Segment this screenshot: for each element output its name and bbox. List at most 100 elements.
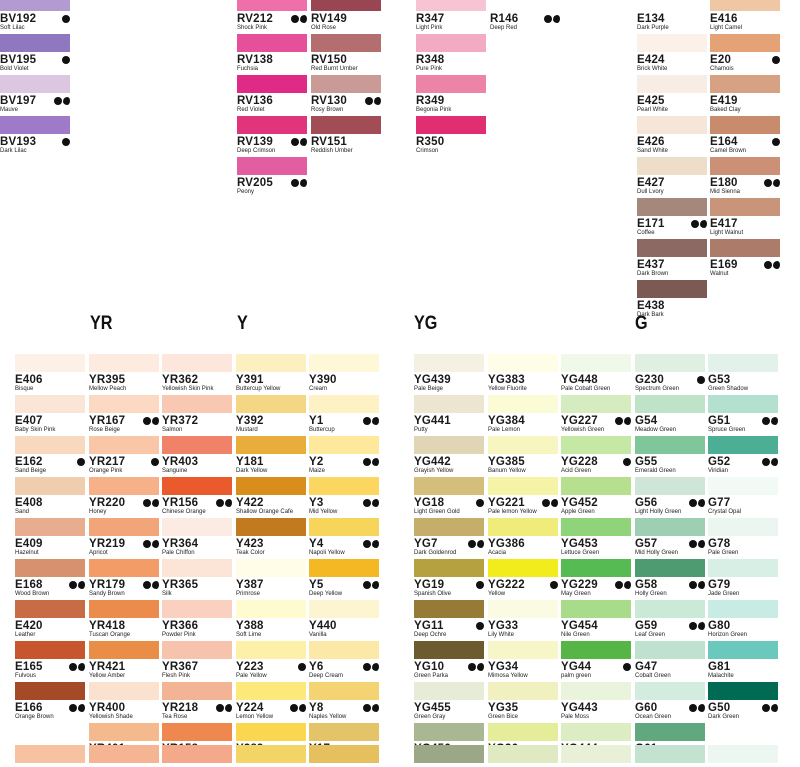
brush-nib-icon (152, 540, 159, 548)
color-chip (15, 518, 85, 536)
swatch-name: Mustard (236, 427, 258, 433)
brush-nib-icon (698, 499, 705, 507)
fine-nib-icon (476, 499, 484, 507)
swatch-name: Dark Bark (637, 312, 664, 318)
brush-nib-icon (372, 581, 379, 589)
swatch-name: Wood Brown (15, 591, 50, 597)
swatch-g47: G47 Cobalt Green (635, 641, 705, 681)
swatch-code: Y422 (236, 497, 264, 509)
fine-nib-icon (476, 622, 484, 630)
fine-nib-icon (772, 138, 780, 146)
swatch-name: Grayish Yellow (414, 468, 454, 474)
brush-nib-icon (698, 581, 705, 589)
swatch-name: Lily White (488, 632, 515, 638)
swatch-code: Y391 (236, 374, 264, 386)
swatch-g78: G78 Pale Green (708, 518, 778, 558)
swatch-name: Pale Chiffon (162, 550, 195, 556)
fine-nib-icon (62, 56, 70, 64)
color-chip (710, 0, 780, 11)
nib-type-icons (291, 138, 307, 146)
swatch-code: E20 (710, 54, 732, 66)
swatch-name: Yellow Fluorite (488, 386, 527, 392)
swatch-e438: E438 Dark Bark (637, 280, 707, 320)
brush-nib-icon (698, 704, 705, 712)
nib-type-icons (691, 220, 707, 228)
swatch-r348: R348 Pure Pink (416, 34, 486, 74)
fine-nib-icon (62, 138, 70, 146)
swatch-code: BV193 (0, 136, 37, 148)
swatch-code: G54 (635, 415, 658, 427)
nib-type-icons (762, 704, 778, 712)
color-chip (89, 395, 159, 413)
color-chip (710, 239, 780, 257)
brush-nib-icon (152, 417, 159, 425)
color-chip (637, 157, 707, 175)
swatch-code: YR179 (89, 579, 126, 591)
color-chip-partial (236, 745, 306, 763)
swatch-code: E406 (15, 374, 43, 386)
swatch-name: Sanguine (162, 468, 188, 474)
brush-nib-icon (78, 704, 85, 712)
swatch-code: E171 (637, 218, 665, 230)
swatch-e420: E420 Leather (15, 600, 85, 640)
color-chip (488, 723, 558, 741)
brush-nib-icon (300, 179, 307, 187)
swatch-name: Leather (15, 632, 36, 638)
color-chip (309, 354, 379, 372)
nib-type-icons (550, 581, 558, 589)
swatch-e407: E407 Baby Skin Pink (15, 395, 85, 435)
swatch-name: Dull Lvory (637, 189, 664, 195)
fine-nib-icon (77, 458, 85, 466)
color-chip (637, 0, 707, 11)
swatch-code: E166 (15, 702, 43, 714)
color-chip (309, 600, 379, 618)
color-chip (311, 75, 381, 93)
nib-type-icons (298, 663, 306, 671)
color-chip (15, 436, 85, 454)
color-chip (561, 354, 631, 372)
swatch-name: Crimson (416, 148, 439, 154)
swatch-yg228: YG228 Acid Green (561, 436, 631, 476)
color-chip (162, 518, 232, 536)
swatch-code: YG7 (414, 538, 438, 550)
swatch-y391: Y391 Buttercup Yellow (236, 354, 306, 394)
fine-nib-icon (363, 417, 371, 425)
color-chip (414, 600, 484, 618)
color-chip (236, 395, 306, 413)
nib-type-icons (365, 97, 381, 105)
swatch-yr395: YR395 Mellow Peach (89, 354, 159, 394)
swatch-e169: E169 Walnut (710, 239, 780, 279)
swatch-name: Powder Pink (162, 632, 196, 638)
swatch-code: G81 (708, 661, 731, 673)
swatch-y392: Y392 Mustard (236, 395, 306, 435)
swatch-code: R146 (490, 13, 519, 25)
brush-nib-icon (700, 220, 707, 228)
swatch-e164: E164 Camel Brown (710, 116, 780, 156)
nib-type-icons (762, 458, 778, 466)
nib-type-icons (62, 15, 70, 23)
color-chip (635, 559, 705, 577)
swatch-rv136: RV136 Red Violet (237, 75, 307, 115)
swatch-code: G50 (708, 702, 731, 714)
color-chip (237, 116, 307, 134)
brush-nib-icon (372, 499, 379, 507)
color-chip (416, 34, 486, 52)
color-chip (416, 75, 486, 93)
swatch-name: Pale lemon Yellow (488, 509, 537, 515)
swatch-r350: R350 Crimson (416, 116, 486, 156)
brush-nib-icon (771, 458, 778, 466)
swatch-name: Rose Beige (89, 427, 121, 433)
color-chip (89, 600, 159, 618)
swatch-code: G51 (708, 415, 731, 427)
swatch-name: Malachite (708, 673, 734, 679)
swatch-name: Napoli Yellow (309, 550, 345, 556)
swatch-name: Pale Lemon (488, 427, 521, 433)
nib-type-icons (623, 663, 631, 671)
swatch-code: YG443 (561, 702, 598, 714)
swatch-yr167: YR167 Rose Beige (89, 395, 159, 435)
swatch-code: YR366 (162, 620, 199, 632)
swatch-e20: E20 Chamois (710, 34, 780, 74)
nib-type-icons (468, 540, 484, 548)
nib-type-icons (363, 581, 379, 589)
swatch-name: Dark Yellow (236, 468, 268, 474)
